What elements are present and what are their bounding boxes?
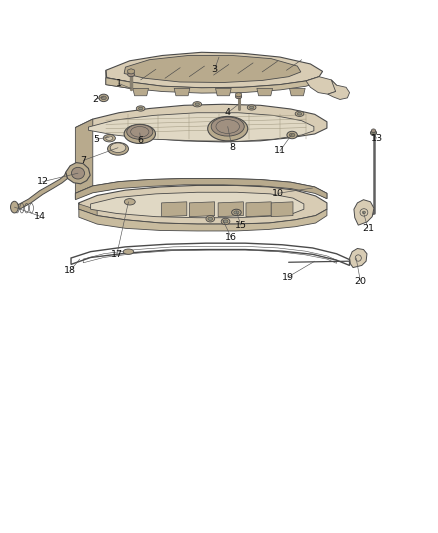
Polygon shape: [257, 88, 272, 96]
Ellipse shape: [71, 167, 85, 179]
Polygon shape: [75, 104, 327, 142]
Ellipse shape: [138, 107, 143, 110]
Polygon shape: [17, 172, 67, 209]
Polygon shape: [75, 179, 327, 200]
Ellipse shape: [250, 106, 254, 109]
Polygon shape: [218, 202, 244, 216]
Polygon shape: [66, 163, 90, 184]
Polygon shape: [128, 69, 134, 74]
Ellipse shape: [211, 117, 244, 136]
Polygon shape: [124, 55, 301, 83]
Text: 3: 3: [212, 64, 218, 74]
Ellipse shape: [193, 102, 201, 107]
Ellipse shape: [362, 211, 365, 214]
Polygon shape: [328, 80, 350, 100]
Ellipse shape: [99, 94, 109, 102]
Text: 11: 11: [274, 147, 286, 156]
Polygon shape: [106, 77, 319, 93]
Ellipse shape: [11, 201, 18, 213]
Polygon shape: [106, 52, 322, 88]
Ellipse shape: [234, 211, 239, 214]
Ellipse shape: [297, 112, 302, 115]
Ellipse shape: [371, 129, 376, 133]
Ellipse shape: [287, 131, 297, 139]
Text: 10: 10: [272, 189, 284, 198]
Text: 17: 17: [111, 251, 123, 260]
Text: 13: 13: [371, 134, 383, 143]
Ellipse shape: [206, 216, 215, 222]
Text: 6: 6: [138, 136, 144, 145]
Polygon shape: [75, 119, 93, 193]
Text: 14: 14: [34, 212, 46, 221]
Ellipse shape: [208, 116, 248, 141]
Ellipse shape: [103, 134, 116, 142]
Ellipse shape: [223, 220, 228, 223]
Polygon shape: [91, 192, 304, 217]
Polygon shape: [306, 77, 336, 94]
Polygon shape: [88, 113, 314, 141]
Text: 2: 2: [92, 95, 98, 104]
Text: 5: 5: [93, 135, 99, 144]
Text: 12: 12: [37, 177, 49, 186]
Ellipse shape: [106, 136, 113, 140]
Polygon shape: [354, 200, 374, 225]
Ellipse shape: [123, 249, 134, 254]
Text: 20: 20: [354, 277, 367, 286]
Polygon shape: [350, 248, 367, 268]
Ellipse shape: [236, 95, 242, 99]
Text: 8: 8: [229, 143, 235, 152]
Ellipse shape: [124, 199, 135, 205]
Polygon shape: [236, 93, 242, 97]
Ellipse shape: [208, 217, 213, 220]
Ellipse shape: [247, 105, 256, 110]
Ellipse shape: [101, 96, 106, 100]
Ellipse shape: [136, 106, 145, 111]
Text: 18: 18: [64, 266, 76, 275]
Polygon shape: [162, 202, 187, 216]
Ellipse shape: [108, 142, 128, 155]
Text: 15: 15: [235, 221, 247, 230]
Polygon shape: [271, 202, 293, 216]
Ellipse shape: [195, 103, 199, 106]
Polygon shape: [79, 209, 327, 231]
Ellipse shape: [127, 72, 134, 77]
Polygon shape: [246, 202, 271, 216]
Text: 21: 21: [362, 224, 374, 233]
Ellipse shape: [124, 124, 155, 143]
Polygon shape: [174, 88, 190, 96]
Ellipse shape: [221, 218, 230, 224]
Polygon shape: [79, 203, 97, 216]
Polygon shape: [106, 70, 130, 88]
Polygon shape: [79, 185, 327, 224]
Polygon shape: [75, 179, 327, 199]
Polygon shape: [290, 88, 305, 96]
Ellipse shape: [295, 111, 304, 116]
Ellipse shape: [127, 124, 153, 139]
Text: 19: 19: [282, 272, 294, 281]
Text: 16: 16: [225, 233, 237, 242]
Text: 1: 1: [116, 79, 122, 88]
Text: 7: 7: [80, 156, 86, 165]
Polygon shape: [133, 88, 148, 96]
Ellipse shape: [371, 130, 377, 135]
Polygon shape: [189, 202, 215, 216]
Ellipse shape: [289, 133, 295, 137]
Ellipse shape: [232, 209, 241, 216]
Polygon shape: [215, 88, 231, 96]
Text: 4: 4: [225, 108, 231, 117]
Ellipse shape: [110, 143, 126, 152]
